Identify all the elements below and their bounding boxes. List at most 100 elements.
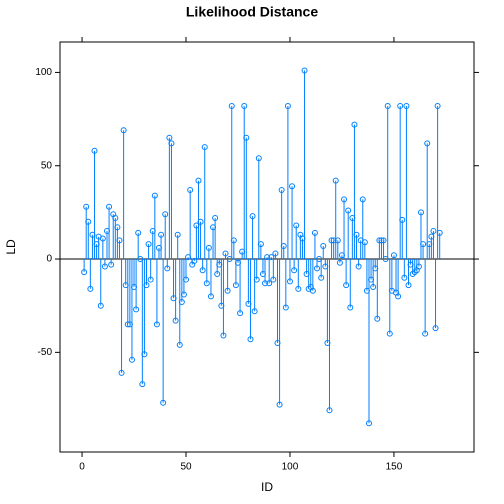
- point: [318, 274, 325, 281]
- point: [160, 399, 167, 406]
- point: [120, 127, 127, 134]
- point: [166, 134, 173, 141]
- point: [135, 229, 142, 236]
- point: [424, 140, 431, 147]
- point: [401, 274, 408, 281]
- point: [326, 407, 333, 414]
- point: [309, 287, 316, 294]
- point: [162, 211, 169, 218]
- point: [353, 231, 360, 238]
- point: [249, 213, 256, 220]
- point: [145, 241, 152, 248]
- point: [232, 282, 239, 289]
- point: [118, 369, 125, 376]
- point: [332, 177, 339, 184]
- point: [436, 229, 443, 236]
- x-tick-label: 150: [386, 462, 403, 473]
- point: [147, 276, 154, 283]
- point: [262, 280, 269, 287]
- point: [141, 351, 148, 358]
- point: [253, 276, 260, 283]
- point: [359, 196, 366, 203]
- point: [143, 282, 150, 289]
- point: [133, 306, 140, 313]
- point: [280, 242, 287, 249]
- point: [85, 218, 92, 225]
- point: [222, 250, 229, 257]
- point: [203, 280, 210, 287]
- point: [164, 265, 171, 272]
- point: [97, 302, 104, 309]
- point: [178, 298, 185, 305]
- point: [191, 257, 198, 264]
- point: [214, 270, 221, 277]
- point: [83, 203, 90, 210]
- point: [91, 147, 98, 154]
- point: [311, 229, 318, 236]
- x-tick-label: 50: [180, 462, 192, 473]
- point: [112, 214, 119, 221]
- point: [99, 235, 106, 242]
- point: [243, 134, 250, 141]
- y-tick-label: 50: [41, 160, 53, 171]
- point: [343, 282, 350, 289]
- point: [153, 321, 160, 328]
- point: [417, 209, 424, 216]
- point: [174, 231, 181, 238]
- y-tick-label: -50: [38, 347, 53, 358]
- point: [187, 186, 194, 193]
- point: [199, 267, 206, 274]
- point: [345, 207, 352, 214]
- point: [286, 278, 293, 285]
- point: [183, 276, 190, 283]
- point: [237, 310, 244, 317]
- point: [106, 203, 113, 210]
- point: [291, 267, 298, 274]
- point: [355, 263, 362, 270]
- point: [422, 330, 429, 337]
- point: [347, 304, 354, 311]
- point: [172, 317, 179, 324]
- y-tick-label: 0: [46, 254, 52, 265]
- point: [276, 401, 283, 408]
- point: [334, 237, 341, 244]
- panel-border: [59, 41, 475, 453]
- point: [101, 263, 108, 270]
- point: [301, 67, 308, 74]
- point: [139, 381, 146, 388]
- y-axis-label: LD: [4, 239, 18, 255]
- point: [272, 250, 279, 257]
- x-tick-label: 0: [79, 462, 85, 473]
- point: [180, 291, 187, 298]
- point: [220, 332, 227, 339]
- point: [415, 263, 422, 270]
- point: [255, 155, 262, 162]
- point: [430, 228, 437, 235]
- point: [314, 265, 321, 272]
- point: [176, 341, 183, 348]
- point: [399, 216, 406, 223]
- x-tick-label: 100: [282, 462, 299, 473]
- point: [384, 103, 391, 110]
- point: [212, 214, 219, 221]
- point: [374, 315, 381, 322]
- point: [264, 254, 271, 261]
- point: [201, 144, 208, 151]
- point: [370, 284, 377, 291]
- point: [405, 282, 412, 289]
- point: [224, 287, 231, 294]
- point: [197, 218, 204, 225]
- point: [289, 183, 296, 190]
- point: [205, 244, 212, 251]
- point: [295, 285, 302, 292]
- point: [320, 242, 327, 249]
- point: [270, 276, 277, 283]
- point: [282, 304, 289, 311]
- point: [195, 177, 202, 184]
- point: [168, 140, 175, 147]
- point: [390, 252, 397, 259]
- point: [397, 103, 404, 110]
- point: [395, 293, 402, 300]
- point: [230, 237, 237, 244]
